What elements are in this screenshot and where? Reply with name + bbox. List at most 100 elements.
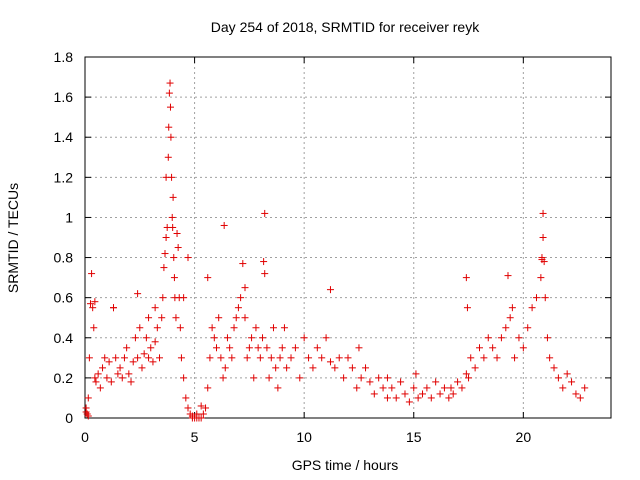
data-point [344,354,352,362]
data-point [489,344,497,352]
data-point [445,394,453,402]
data-point [91,298,99,306]
data-point [272,364,280,372]
data-point [462,370,470,378]
data-point [202,404,210,412]
data-point [134,354,142,362]
data-point [169,223,177,231]
data-point [554,374,562,382]
data-point [326,358,334,366]
data-point [511,354,519,362]
data-point [217,354,225,362]
data-point [322,334,330,342]
data-point [296,374,304,382]
data-point [463,304,471,312]
data-point [193,410,201,418]
data-point [180,374,188,382]
data-point [180,294,188,302]
data-point [383,394,391,402]
data-point [348,364,356,372]
data-point [96,384,104,392]
data-point [129,358,137,366]
data-point [493,354,501,362]
data-point [397,378,405,386]
data-point [462,274,470,282]
data-point [84,394,92,402]
data-point [88,270,96,278]
data-point [274,384,282,392]
data-point [86,300,94,308]
data-point [515,334,523,342]
data-point [340,374,348,382]
data-point [502,324,510,332]
data-point [120,354,128,362]
data-point [116,364,124,372]
data-point [92,378,100,386]
data-point [313,344,321,352]
data-point [145,314,153,322]
data-point [90,324,98,332]
data-point [208,324,216,332]
data-point [537,274,545,282]
data-point [392,394,400,402]
data-point [89,304,97,312]
data-point [480,354,488,362]
data-point [188,412,196,420]
data-point [125,370,133,378]
data-point [366,378,374,386]
data-point [355,344,363,352]
data-point [370,390,378,398]
data-point [123,344,131,352]
y-tick-label: 1.6 [54,89,74,105]
data-point [278,344,286,352]
data-point [414,394,422,402]
data-point [532,294,540,302]
data-point [353,384,361,392]
data-point [241,284,249,292]
data-point [524,324,532,332]
data-point [165,89,173,97]
x-tick-label: 5 [191,429,199,445]
data-point [305,354,313,362]
x-tick-label: 10 [296,429,312,445]
x-tick-label: 15 [406,429,422,445]
x-tick-label: 20 [516,429,532,445]
data-point [538,256,546,264]
data-point [164,153,172,161]
data-point [107,378,115,386]
data-point [383,374,391,382]
data-point [156,354,164,362]
data-point [546,354,554,362]
data-point [82,408,90,416]
data-point [576,394,584,402]
data-point [283,364,291,372]
data-point [335,354,343,362]
data-point [467,354,475,362]
data-point [230,324,238,332]
data-point [287,354,295,362]
data-point [539,234,547,241]
data-point [254,344,262,352]
data-point [166,103,174,111]
data-point [412,370,420,378]
data-point [226,344,234,352]
data-point [172,314,180,322]
y-tick-label: 0.8 [54,250,74,266]
data-point [168,213,176,221]
data-point [228,354,236,362]
y-tick-label: 1.2 [54,169,74,185]
data-point [85,354,93,362]
data-point [528,304,536,312]
data-point [543,334,551,342]
data-point [182,394,190,402]
data-point [291,344,299,352]
data-point [423,384,431,392]
data-point [241,314,249,322]
data-point [170,274,178,282]
x-tick-label: 0 [81,429,89,445]
data-point [405,398,413,406]
data-point [252,324,260,332]
data-point [204,384,212,392]
data-point [151,304,159,312]
